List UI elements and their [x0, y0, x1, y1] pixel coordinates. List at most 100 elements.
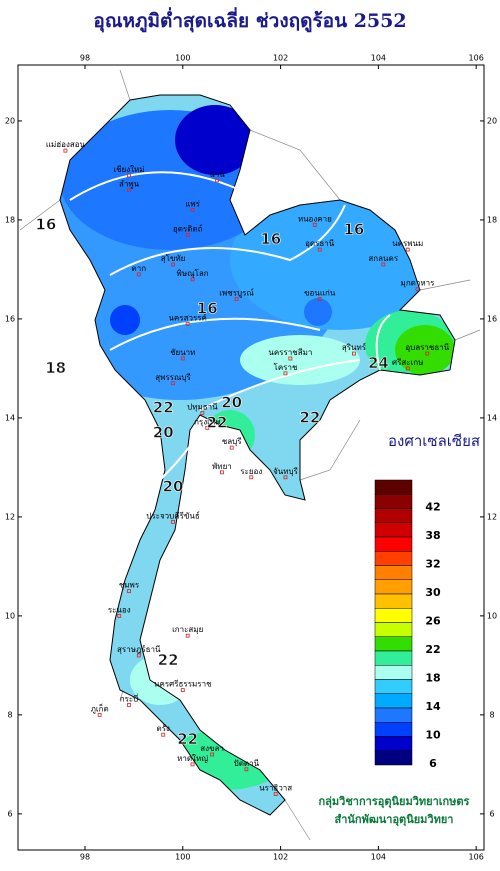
legend-swatch [374, 565, 413, 580]
contour-label: 22 [158, 651, 179, 669]
contour-label: 22 [299, 408, 320, 426]
legend-swatch [374, 522, 413, 538]
station [425, 351, 430, 356]
lon-label: 106 [469, 853, 484, 862]
legend-label: 32 [425, 558, 440, 571]
station [127, 173, 131, 178]
contour-label: 16 [343, 220, 364, 238]
station [117, 613, 122, 618]
place-name: มุกดาหาร [401, 279, 436, 288]
station [273, 792, 278, 796]
place-name: นครสวรรค์ [168, 312, 206, 322]
legend-label: 10 [425, 729, 441, 742]
legend-swatch [374, 636, 413, 652]
place-name: จันทบุรี [273, 467, 299, 476]
station [283, 475, 288, 480]
station [312, 222, 317, 227]
place-name: ประจวบคีรีขันธ์ [146, 510, 200, 520]
place-name: ระยอง [240, 467, 262, 476]
place-name: สุโขทัย [161, 253, 186, 263]
legend-swatch [374, 750, 413, 766]
legend-swatch [374, 536, 413, 552]
lon-label: 98 [80, 853, 90, 862]
lat-label: 8 [7, 710, 12, 719]
place-name: พัทยา [212, 462, 232, 471]
place-name: พิษณุโลก [177, 268, 209, 278]
lat-label: 20 [487, 116, 497, 125]
contour-label: 20 [221, 394, 242, 412]
station [190, 762, 195, 767]
place-name: สุราษฎร์ธานี [117, 644, 161, 654]
lat-label: 12 [5, 512, 15, 521]
legend-label: 22 [425, 643, 440, 656]
lat-label: 16 [487, 314, 497, 323]
legend-swatch [374, 707, 413, 723]
contour-label: 16 [197, 300, 218, 318]
place-name: หนองคาย [298, 214, 332, 223]
station [136, 653, 141, 658]
place-name: เชียงใหม่ [113, 165, 144, 174]
legend-swatch [374, 593, 413, 609]
lat-label: 18 [487, 215, 497, 224]
legend-swatch [374, 579, 413, 595]
contour-label: 24 [368, 354, 389, 372]
place-name: นราธิวาส [259, 784, 292, 793]
station [185, 321, 190, 326]
station [185, 232, 190, 237]
lat-label: 6 [489, 809, 494, 818]
lat-label: 16 [5, 314, 15, 323]
place-name: ระนอง [108, 605, 131, 614]
station [210, 752, 215, 757]
lat-label: 6 [7, 809, 12, 818]
place-name: แพร่ [185, 200, 200, 209]
station [405, 366, 410, 371]
legend-swatch [374, 508, 413, 523]
contour-label: 20 [153, 423, 174, 441]
lon-label: 98 [80, 54, 90, 63]
station [317, 297, 322, 302]
contour-label: 16 [35, 215, 56, 233]
lon-label: 102 [273, 853, 288, 862]
legend-label: 26 [425, 615, 441, 628]
contour-label: 20 [163, 478, 184, 496]
lon-label: 102 [273, 54, 288, 63]
legend-label: 30 [425, 586, 441, 599]
station [171, 262, 175, 267]
title: อุณหภูมิต่ำสุดเฉลี่ย ช่วงฤดูร้อน 2552 [93, 7, 406, 33]
lat-label: 10 [487, 611, 497, 620]
place-name: ตรัง [157, 724, 170, 733]
place-name: สงขลา [200, 744, 224, 753]
place-name: กระบี่ [120, 692, 139, 703]
legend-swatch [374, 722, 413, 737]
legend-swatch [374, 479, 413, 495]
station [180, 688, 185, 693]
station [161, 732, 166, 737]
place-name: น่าน [209, 170, 225, 179]
place-name: ลำพูน [119, 180, 140, 190]
isotherms [69, 171, 391, 481]
credit: กลุ่มวิชาการอุตุนิยมวิทยาเกษตร [319, 795, 470, 809]
place-name: สุรินทร์ [342, 342, 367, 352]
place-name: เกาะสมุย [172, 625, 203, 634]
place-name: ศรีสะเกษ [392, 358, 423, 367]
place-name: ชัยนาท [170, 348, 195, 357]
legend-swatch [374, 494, 413, 509]
legend-swatch [374, 665, 413, 680]
lat-label: 20 [5, 116, 15, 125]
legend-label: 42 [425, 501, 440, 514]
place-name: กรุงเทพ [194, 417, 220, 426]
station [352, 351, 356, 356]
station [185, 633, 190, 638]
legend-swatch [374, 551, 413, 566]
place-name: นครศรีธรรมราช [154, 680, 212, 689]
place-name: ชลบุรี [222, 437, 242, 446]
place-name: ภูเก็ต [91, 703, 109, 714]
lat-label: 12 [487, 512, 497, 521]
station [171, 381, 175, 386]
station [283, 371, 288, 376]
lat-label: 14 [5, 413, 15, 422]
station [415, 287, 420, 292]
station [220, 470, 224, 475]
legend-swatch [374, 650, 413, 666]
